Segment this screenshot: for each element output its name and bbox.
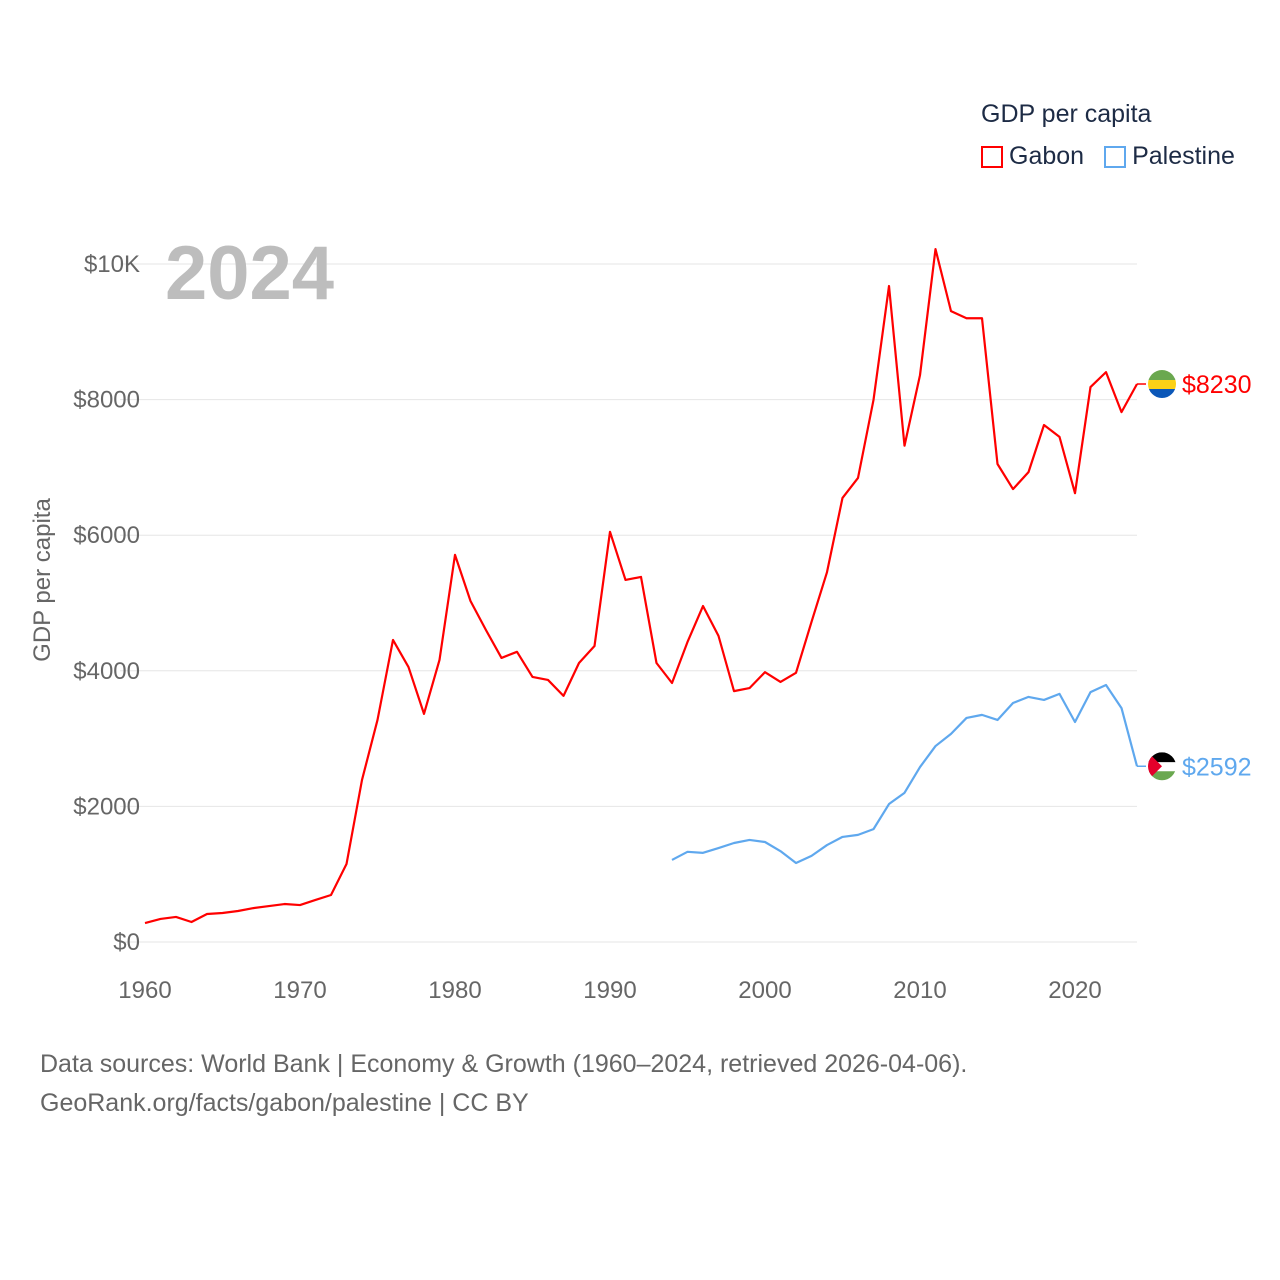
y-tick-label: $10K <box>84 251 140 278</box>
current-year-label: 2024 <box>165 231 335 316</box>
y-tick-label: $0 <box>113 929 140 956</box>
y-tick-label: $2000 <box>73 793 140 820</box>
legend-label: Palestine <box>1132 142 1235 170</box>
series-line-gabon <box>144 247 1138 925</box>
y-tick-label: $4000 <box>73 658 140 685</box>
y-tick-label: $6000 <box>73 522 140 549</box>
legend-label: Gabon <box>1009 142 1085 170</box>
gabon-swatch <box>981 145 1003 168</box>
end-value-label: $8230 <box>1182 371 1252 399</box>
source-note: Data sources: World Bank | Economy & Gro… <box>40 1045 967 1123</box>
x-tick-label: 1960 <box>118 977 171 1004</box>
x-tick-label: 2010 <box>893 977 946 1004</box>
x-tick-label: 1990 <box>583 977 636 1004</box>
palestine-swatch <box>1104 145 1127 168</box>
x-tick-label: 1980 <box>428 977 481 1004</box>
legend-item-gabon[interactable]: Gabon <box>981 142 1084 171</box>
legend: Gabon Palestine <box>981 142 1235 171</box>
series-line-palestine <box>671 683 1139 865</box>
legend-item-palestine[interactable]: Palestine <box>1104 142 1235 171</box>
y-axis-label: GDP per capita <box>29 498 56 662</box>
flag-icon-palestine <box>1148 752 1176 781</box>
source-line-1: Data sources: World Bank | Economy & Gro… <box>40 1050 968 1078</box>
end-value-label: $2592 <box>1182 753 1252 781</box>
x-tick-label: 2020 <box>1048 977 1101 1004</box>
source-line-2: GeoRank.org/facts/gabon/palestine | CC B… <box>40 1089 529 1117</box>
legend-title: GDP per capita <box>981 100 1152 128</box>
flag-icon-gabon <box>1148 370 1176 399</box>
y-tick-label: $8000 <box>73 387 140 414</box>
x-tick-label: 2000 <box>738 977 791 1004</box>
x-tick-label: 1970 <box>273 977 326 1004</box>
